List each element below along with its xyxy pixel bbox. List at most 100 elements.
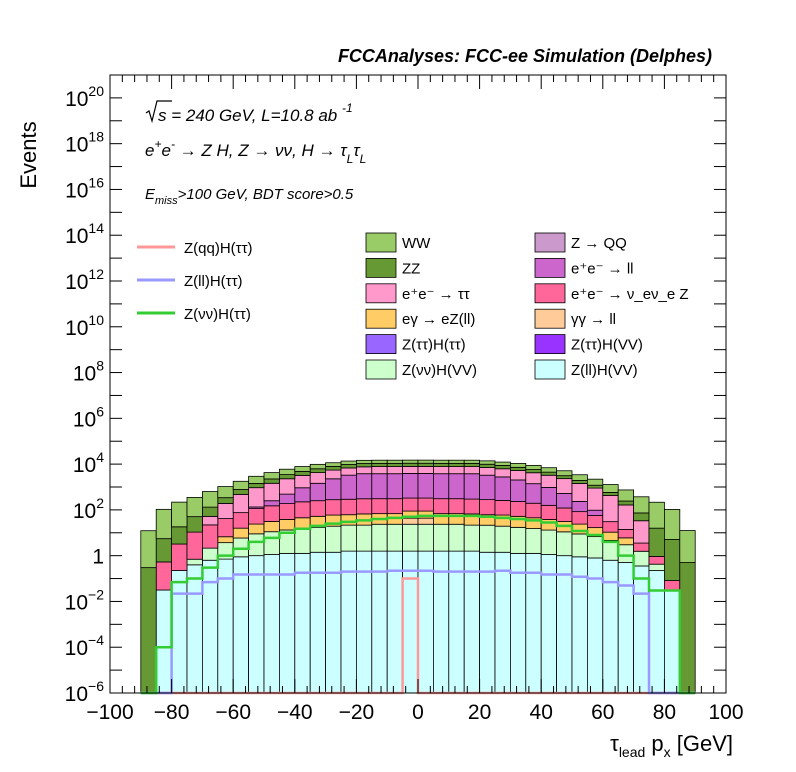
bar-e-e-23 [494, 468, 511, 478]
bar-e-e-11 [309, 472, 327, 484]
bar-e-e-e-e-z-31 [617, 529, 635, 539]
bar-ww-35 [679, 530, 696, 563]
bar-ww-31 [617, 489, 635, 502]
bar-e-e-e-e-z-16 [386, 498, 404, 515]
bar-z-ll-h-vv-27 [556, 555, 573, 694]
bar-e-e-e-e-z-20 [448, 498, 465, 515]
bar-e-e-10 [294, 474, 311, 489]
bar-zz-4 [201, 506, 219, 517]
legend-label: Z(ll)H(ττ) [184, 273, 243, 290]
bar-z-ll-h-vv-17 [402, 550, 419, 694]
bar-e-e-e-e-z-18 [417, 497, 434, 512]
bar-zz-7 [248, 483, 265, 489]
y-tick-label: 1010 [65, 312, 104, 340]
bar-z-ll-h-vv-7 [248, 555, 265, 694]
x-tick-label: −20 [339, 701, 375, 724]
series-ww [140, 459, 696, 569]
y-tick-label: 102 [73, 495, 104, 523]
bar-zz-10 [294, 470, 311, 476]
bar-z-ll-h-vv-33 [648, 570, 665, 694]
bar-z-h-vv-28 [571, 533, 588, 558]
legend-swatch-e-e-e-e-z [534, 283, 566, 304]
bar-e-e-31 [617, 504, 635, 530]
bar-z-h-vv-8 [263, 531, 280, 555]
legend-label: e⁺e⁻ → ll [571, 260, 634, 277]
legend-label: Z(ττ)H(VV) [571, 337, 643, 354]
bar-e-e-30 [602, 494, 619, 523]
bar-e-e-e-e-z-22 [479, 499, 496, 516]
bar-ww-33 [648, 501, 665, 529]
bar-zz-24 [509, 466, 527, 471]
bar-zz-29 [587, 484, 604, 489]
bar-ww-4 [201, 491, 219, 508]
bar-e-e-ll-12 [325, 478, 342, 501]
bar-e-e-29 [587, 487, 604, 511]
bar-ww-32 [633, 496, 650, 514]
x-tick-label: 40 [530, 701, 553, 724]
bar-z-h-vv-15 [371, 523, 388, 552]
bar-ww-9 [278, 468, 296, 475]
bar-z-h-vv-27 [556, 531, 573, 557]
bar-e-e-e-e-z-15 [371, 498, 388, 515]
bar-e-e-ll-11 [309, 482, 327, 502]
bar-ww-0 [140, 530, 157, 569]
bar-z-h-vv-29 [587, 536, 604, 559]
y-tick-label: 1 [92, 546, 104, 569]
legend-label: Z → QQ [571, 235, 627, 252]
bar-ll-17 [402, 517, 419, 525]
bar-e-e-e-e-z-21 [463, 498, 481, 515]
bar-z-h-vv-23 [494, 525, 511, 553]
bar-ww-24 [509, 463, 527, 468]
legend-label: Z(νν)H(VV) [402, 362, 477, 379]
bar-ww-34 [664, 508, 681, 540]
bar-zz-19 [432, 462, 450, 467]
bar-z-h-vv-12 [325, 525, 342, 553]
bar-e-ez-ll-31 [617, 537, 635, 546]
bar-ww-14 [355, 459, 373, 464]
bar-ww-26 [540, 467, 558, 473]
y-tick-label: 1020 [65, 83, 104, 111]
bar-z-h-vv-24 [509, 526, 527, 554]
bar-e-ez-ll-7 [248, 523, 265, 535]
y-tick-label: 1012 [65, 266, 104, 294]
bar-e-e-ll-13 [340, 474, 357, 500]
bar-zz-5 [217, 497, 234, 504]
y-tick-label: 106 [73, 403, 104, 431]
bar-e-e-e-e-z-30 [602, 521, 619, 533]
legend-swatch-e-e-ll [534, 257, 566, 278]
bar-e-e-e-e-z-25 [525, 502, 542, 519]
x-tick-label: 20 [468, 701, 491, 724]
bar-ww-11 [309, 463, 327, 470]
legend-label: eγ → eZ(ll) [402, 311, 475, 328]
bar-e-e-6 [232, 493, 249, 514]
bar-e-ez-ll-8 [263, 521, 280, 533]
bar-ww-16 [386, 459, 404, 464]
bar-zz-6 [232, 489, 249, 495]
header-title: FCCAnalyses: FCC-ee Simulation (Delphes) [338, 46, 712, 66]
bar-e-e-ll-27 [556, 493, 573, 509]
bar-ww-25 [525, 464, 542, 470]
sqrt-symbol [145, 100, 172, 124]
bar-ww-22 [479, 460, 496, 465]
bar-zz-25 [525, 469, 542, 474]
bar-e-e-e-e-z-19 [432, 498, 450, 515]
bar-ww-7 [248, 475, 265, 484]
bar-z-h-vv-21 [463, 524, 481, 552]
bar-ww-28 [571, 474, 588, 481]
bar-z-h-vv-3 [186, 558, 203, 566]
bar-e-e-ll-23 [494, 476, 511, 501]
bar-e-e-e-e-z-5 [217, 518, 234, 538]
bar-e-e-14 [355, 466, 373, 475]
bar-e-e-15 [371, 466, 388, 475]
bar-z-h-vv-10 [294, 528, 311, 554]
legend-label: Z(ll)H(VV) [571, 362, 638, 379]
bar-ww-12 [325, 462, 342, 467]
legend-label: Z(qq)H(ττ) [184, 240, 253, 257]
legend-swatch-ww [365, 232, 397, 253]
legend-swatch-z-ll-h-vv [534, 359, 566, 380]
bar-ww-18 [417, 459, 434, 464]
bar-e-e-ll-24 [509, 479, 527, 502]
bar-e-e-ll-14 [355, 473, 373, 500]
bar-zz-14 [355, 463, 373, 468]
bar-ww-17 [402, 459, 419, 464]
